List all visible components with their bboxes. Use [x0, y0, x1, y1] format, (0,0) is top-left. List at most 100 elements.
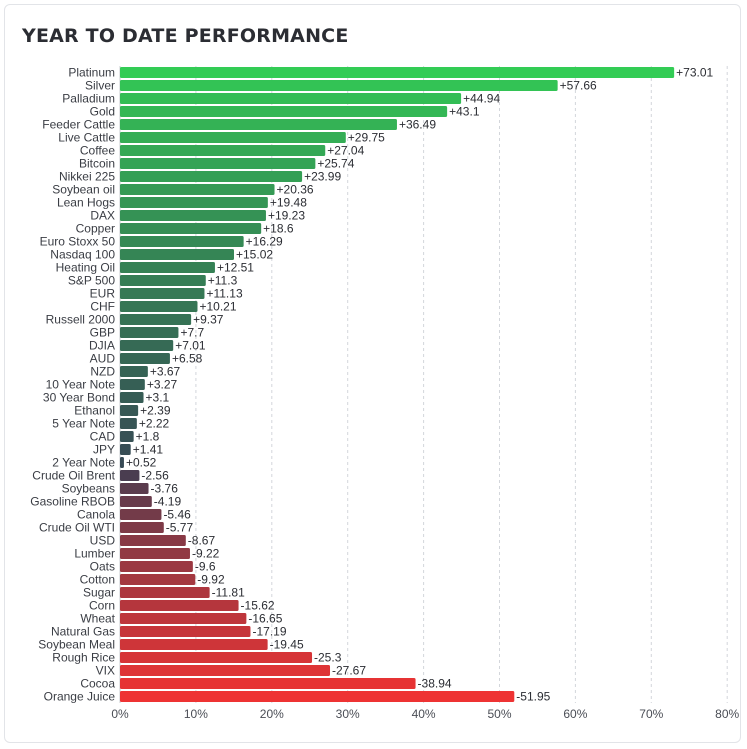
bar	[120, 197, 268, 208]
bar	[120, 509, 162, 520]
bar	[120, 262, 215, 273]
bar	[120, 67, 675, 78]
data-label: -38.94	[418, 677, 452, 691]
category-label: GBP	[90, 326, 115, 340]
bar	[120, 132, 346, 143]
category-label: AUD	[90, 352, 116, 366]
label-layer: Platinum +73.01 Silver +57.66 Palladium +44.9…	[30, 66, 713, 704]
data-label: +20.36	[277, 183, 314, 197]
category-label: Rough Rice	[52, 651, 115, 665]
category-label: EUR	[90, 287, 116, 301]
bar	[120, 314, 192, 325]
category-label: 10 Year Note	[46, 378, 116, 392]
data-label: +10.21	[199, 300, 236, 314]
bar	[120, 236, 244, 247]
data-label: +1.8	[136, 430, 160, 444]
category-label: Nasdaq 100	[50, 248, 115, 262]
category-label: Natural Gas	[51, 625, 115, 639]
category-label: Cocoa	[80, 677, 115, 691]
data-label: +3.1	[146, 391, 170, 405]
x-tick-label: 40%	[412, 707, 436, 721]
bar	[120, 431, 134, 442]
category-label: Sugar	[83, 586, 115, 600]
data-label: +19.23	[268, 209, 305, 223]
category-label: Palladium	[62, 92, 115, 106]
data-label: +12.51	[217, 261, 254, 275]
x-tick-label: 60%	[563, 707, 587, 721]
bar	[120, 405, 139, 416]
bar	[120, 483, 149, 494]
bar	[120, 470, 140, 481]
category-label: Russell 2000	[46, 313, 116, 327]
data-label: -19.45	[270, 638, 304, 652]
bar	[120, 379, 145, 390]
data-label: +11.3	[208, 274, 238, 288]
category-label: VIX	[96, 664, 115, 678]
data-label: -5.77	[166, 521, 194, 535]
grid-layer	[119, 66, 728, 703]
category-label: Bitcoin	[79, 157, 115, 171]
data-label: +11.13	[206, 287, 242, 301]
data-label: +19.48	[270, 196, 307, 210]
data-label: +3.27	[147, 378, 178, 392]
category-label: Corn	[89, 599, 115, 613]
bar	[120, 301, 198, 312]
category-label: USD	[90, 534, 116, 548]
x-tick-label: 70%	[639, 707, 663, 721]
category-label: Soybeans	[62, 482, 115, 496]
bar	[120, 587, 210, 598]
bar	[120, 613, 247, 624]
data-label: +44.94	[463, 92, 500, 106]
category-label: Ethanol	[74, 404, 115, 418]
x-tick-label: 80%	[715, 707, 739, 721]
x-tick-label: 30%	[336, 707, 360, 721]
bar	[120, 639, 268, 650]
x-tick-label: 20%	[260, 707, 284, 721]
category-label: DAX	[90, 209, 115, 223]
category-label: 30 Year Bond	[43, 391, 115, 405]
bar	[120, 119, 397, 130]
category-label: Canola	[77, 508, 115, 522]
category-label: NZD	[90, 365, 115, 379]
bar	[120, 184, 275, 195]
data-label: +27.04	[327, 144, 364, 158]
data-label: -8.67	[188, 534, 216, 548]
data-label: +15.02	[236, 248, 273, 262]
data-label: -16.65	[248, 612, 282, 626]
data-label: -25.3	[314, 651, 342, 665]
bar	[120, 418, 137, 429]
bar	[120, 171, 303, 182]
data-label: +73.01	[676, 66, 713, 80]
category-label: Feeder Cattle	[42, 118, 115, 132]
x-tick-label: 50%	[487, 707, 511, 721]
data-label: +18.6	[263, 222, 294, 236]
bar	[120, 288, 205, 299]
bar	[120, 496, 152, 507]
bar	[120, 223, 262, 234]
bar	[120, 600, 239, 611]
category-label: Wheat	[80, 612, 115, 626]
category-label: Soybean Meal	[38, 638, 115, 652]
bar	[120, 327, 179, 338]
data-label: -11.81	[212, 586, 245, 600]
category-label: Platinum	[68, 66, 115, 80]
data-label: +2.22	[139, 417, 170, 431]
data-label: +16.29	[246, 235, 283, 249]
x-tick-label: 10%	[184, 707, 208, 721]
data-label: -9.22	[192, 547, 220, 561]
bar	[120, 574, 196, 585]
data-label: +1.41	[133, 443, 164, 457]
data-label: +43.1	[449, 105, 480, 119]
category-label: Soybean oil	[52, 183, 115, 197]
bar	[120, 275, 206, 286]
data-label: +7.7	[180, 326, 204, 340]
category-label: Oats	[90, 560, 115, 574]
category-label: Orange Juice	[44, 690, 116, 704]
bar	[120, 626, 251, 637]
bar	[120, 665, 331, 676]
category-label: 2 Year Note	[52, 456, 115, 470]
data-label: +0.52	[126, 456, 157, 470]
data-label: +23.99	[304, 170, 341, 184]
bar	[120, 535, 186, 546]
data-label: -17.19	[252, 625, 286, 639]
